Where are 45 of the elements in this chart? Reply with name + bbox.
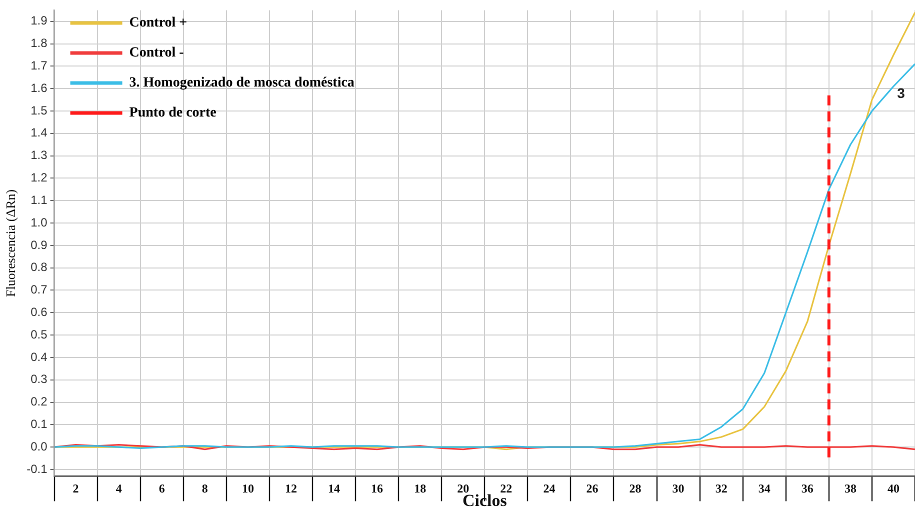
x-tick-label: 8 — [202, 481, 208, 496]
x-tick-label: 16 — [371, 481, 384, 496]
y-tick-label: 1.1 — [30, 192, 48, 207]
x-tick-label: 32 — [715, 481, 728, 496]
x-tick-label: 30 — [672, 481, 684, 496]
legend-label: Punto de corte — [129, 106, 216, 121]
y-tick-label: 1.3 — [30, 148, 48, 162]
y-tick-label: 1.9 — [30, 14, 48, 28]
x-tick-label: 36 — [801, 481, 814, 496]
y-tick-label: 0.7 — [30, 282, 48, 297]
x-tick-label: 26 — [586, 481, 598, 496]
y-tick-label: 0.2 — [30, 394, 48, 409]
y-tick-label: 1.4 — [30, 126, 48, 140]
legend-label: Control + — [129, 16, 188, 31]
y-tick-label: 0.3 — [30, 372, 48, 386]
y-tick-label: 1.5 — [30, 103, 48, 118]
legend-label: Control - — [129, 46, 184, 61]
y-tick-label: 0.6 — [30, 304, 48, 319]
y-tick-label: 0.5 — [30, 327, 48, 342]
x-tick-label: 10 — [242, 481, 254, 496]
y-tick-label: 1.0 — [30, 215, 48, 230]
y-tick-label: -0.1 — [26, 462, 48, 476]
x-tick-label: 12 — [284, 481, 297, 496]
y-tick-label: 0.4 — [30, 350, 48, 364]
x-tick-label: 2 — [72, 481, 79, 496]
annotation: 3 — [897, 84, 906, 101]
y-tick-label: 1.8 — [30, 36, 48, 50]
x-tick-label: 28 — [629, 481, 642, 496]
x-tick-label: 34 — [758, 481, 770, 496]
x-tick-label: 38 — [844, 481, 856, 496]
y-tick-label: 0.9 — [30, 238, 48, 252]
x-tick-label: 40 — [887, 481, 900, 496]
y-axis-title: Fluorescencia (ΔRn) — [3, 189, 18, 298]
legend-label: 3. Homogenizado de mosca doméstica — [129, 76, 354, 91]
y-tick-label: 1.7 — [30, 58, 48, 73]
x-tick-label: 18 — [414, 481, 426, 496]
x-tick-label: 24 — [543, 481, 556, 496]
x-tick-label: 6 — [158, 481, 165, 496]
x-tick-label: 4 — [116, 481, 122, 496]
y-tick-label: 1.2 — [30, 170, 48, 185]
y-tick-label: 1.6 — [30, 80, 48, 95]
y-tick-label: 0.0 — [30, 439, 48, 454]
y-tick-label: 0.8 — [30, 260, 48, 274]
x-tick-label: 14 — [328, 481, 340, 496]
y-tick-label: 0.1 — [30, 416, 48, 431]
